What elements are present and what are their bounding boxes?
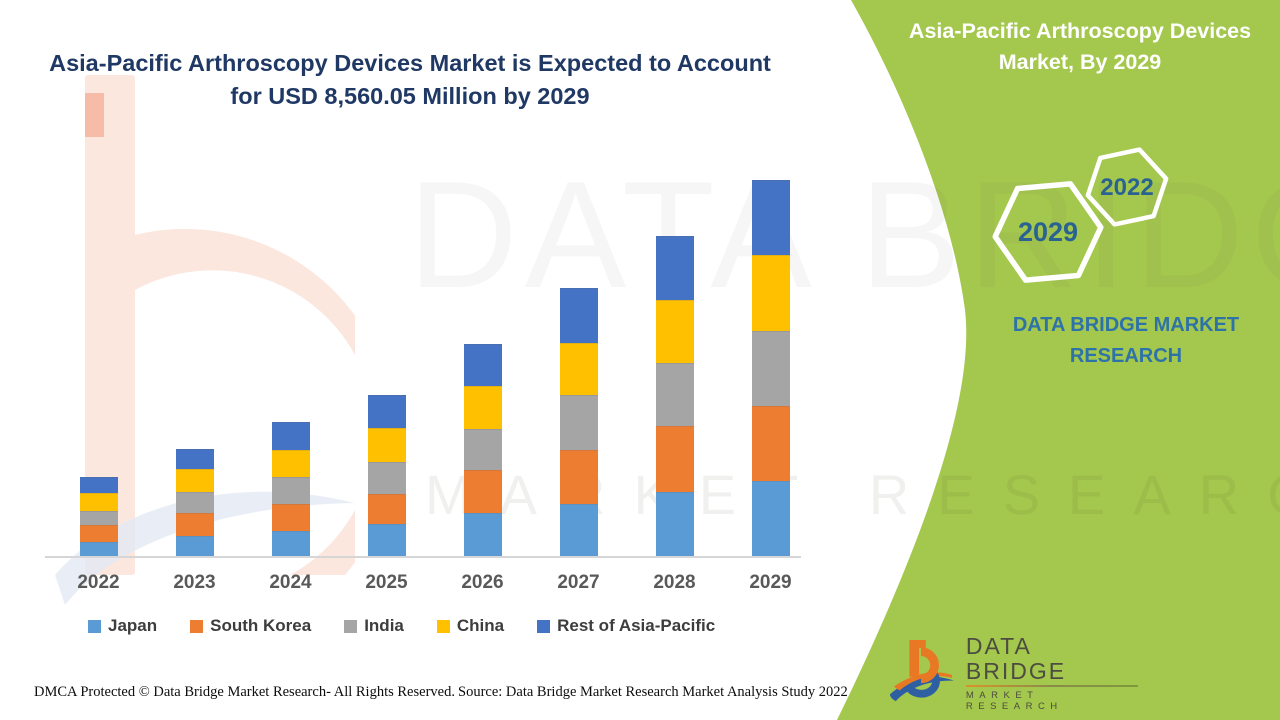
chart-headline-line1: Asia-Pacific Arthroscopy Devices Market … <box>49 50 771 76</box>
bar-segment-2025-rest-of-asia-pacific <box>367 395 406 428</box>
x-axis-labels: 2022 2023 2024 2025 2026 2027 2028 2029 <box>45 572 801 598</box>
legend-label: Japan <box>108 616 158 635</box>
bar-segment-2024-south-korea <box>271 504 310 531</box>
chart-headline-line2: for USD 8,560.05 Million by 2029 <box>230 83 590 109</box>
bar-segment-2026-rest-of-asia-pacific <box>463 344 502 386</box>
bar-segment-2024-japan <box>271 531 310 556</box>
panel-title-line2: Market, By 2029 <box>998 50 1162 74</box>
logo-divider <box>965 685 1138 687</box>
logo-title: DATA BRIDGE <box>965 633 1067 684</box>
bar-segment-2024-india <box>271 477 310 504</box>
legend-item-china: China <box>436 616 505 636</box>
legend-swatch <box>344 619 358 633</box>
legend-item-japan: Japan <box>88 616 157 636</box>
logo-subtitle: MARKET RESEARCH <box>965 690 1063 712</box>
legend-swatch <box>88 619 101 633</box>
data-bridge-logo: DATA BRIDGE MARKET RESEARCH <box>888 634 1138 712</box>
x-axis-label-2024: 2024 <box>269 572 312 593</box>
bar-segment-2029-south-korea <box>751 406 790 481</box>
bar-segment-2028-india <box>655 363 694 426</box>
hexagon-year-2022: 2022 <box>1100 174 1153 201</box>
bar-segment-2029-japan <box>751 481 790 556</box>
bar-segment-2029-rest-of-asia-pacific <box>751 180 790 255</box>
year-hexagons: 2022 2029 <box>992 147 1169 283</box>
bar-segment-2028-china <box>655 300 694 363</box>
ghost-brand-logo-watermark <box>55 75 355 605</box>
hexagon-2022 <box>1085 147 1169 227</box>
bar-segment-2028-japan <box>655 492 694 556</box>
legend-label: South Korea <box>210 616 312 635</box>
bar-segment-2029-china <box>751 255 790 331</box>
x-axis-line <box>45 556 801 558</box>
bar-segment-2028-rest-of-asia-pacific <box>655 236 694 300</box>
bar-segment-2024-china <box>271 450 310 477</box>
bar-segment-2025-india <box>367 462 406 494</box>
x-axis-label-2022: 2022 <box>77 572 120 593</box>
bar-segment-2029-india <box>751 331 790 406</box>
footer-dmca-text: DMCA Protected © Data Bridge Market Rese… <box>34 684 455 700</box>
x-axis-label-2025: 2025 <box>365 572 408 593</box>
panel-title-line1: Asia-Pacific Arthroscopy Devices <box>908 19 1252 43</box>
chart-legend: Japan South Korea India China Rest of Asia-P… <box>88 616 715 636</box>
data-bridge-logo-text: DATA BRIDGE MARKET RESEARCH <box>965 633 1138 712</box>
bar-segment-2023-rest-of-asia-pacific <box>175 449 214 469</box>
legend-swatch <box>537 619 551 633</box>
bar-segment-2027-rest-of-asia-pacific <box>559 288 598 343</box>
bar-segment-2023-china <box>175 469 214 492</box>
bar-segment-2023-south-korea <box>175 513 214 536</box>
legend-item-india: India <box>344 616 404 636</box>
bar-segment-2028-south-korea <box>655 426 694 492</box>
bar-segment-2023-japan <box>175 536 214 556</box>
legend-label: India <box>364 616 404 635</box>
panel-title: Asia-Pacific Arthroscopy Devices Market,… <box>900 16 1260 78</box>
hexagon-year-2029: 2029 <box>1018 217 1078 247</box>
bar-segment-2022-south-korea <box>79 525 118 542</box>
bar-segment-2026-china <box>463 386 502 429</box>
bar-segment-2026-south-korea <box>463 470 502 513</box>
legend-item-rest-of-asia-pacific: Rest of Asia-Pacific <box>537 616 715 636</box>
legend-swatch <box>436 619 450 633</box>
data-bridge-logo-mark <box>889 640 954 702</box>
bar-segment-2025-japan <box>367 524 406 556</box>
bar-segment-2027-india <box>559 395 598 450</box>
x-axis-label-2027: 2027 <box>557 572 600 593</box>
bar-segment-2022-india <box>79 511 118 525</box>
footer-source-text: Source: Data Bridge Market Research Mark… <box>458 684 848 700</box>
hexagon-2029 <box>992 181 1104 283</box>
bar-segment-2025-china <box>367 428 406 462</box>
bar-segment-2027-japan <box>559 504 598 556</box>
bar-segment-2025-south-korea <box>367 494 406 524</box>
watermark-data-bridge: DATA BRIDGE <box>408 150 1280 320</box>
stacked-bar-plot <box>45 166 801 558</box>
bar-segment-2027-china <box>559 343 598 395</box>
bar-segment-2022-japan <box>79 542 118 556</box>
bar-segment-2026-india <box>463 429 502 470</box>
bar-segment-2027-south-korea <box>559 450 598 504</box>
legend-label: Rest of Asia-Pacific <box>557 616 716 635</box>
bar-segment-2026-japan <box>463 513 502 556</box>
bar-segment-2022-china <box>79 493 118 511</box>
legend-item-south-korea: South Korea <box>190 616 311 636</box>
bar-segment-2022-rest-of-asia-pacific <box>79 477 118 493</box>
legend-label: China <box>456 616 505 635</box>
chart-headline: Asia-Pacific Arthroscopy Devices Market … <box>40 47 780 113</box>
legend-swatch <box>190 619 204 633</box>
x-axis-label-2023: 2023 <box>173 572 216 593</box>
x-axis-label-2029: 2029 <box>749 572 792 593</box>
x-axis-label-2028: 2028 <box>653 572 696 593</box>
bar-segment-2023-india <box>175 492 214 513</box>
brand-caption: DATA BRIDGE MARKET RESEARCH <box>1012 314 1240 367</box>
bar-segment-2024-rest-of-asia-pacific <box>271 422 310 450</box>
x-axis-label-2026: 2026 <box>461 572 504 593</box>
